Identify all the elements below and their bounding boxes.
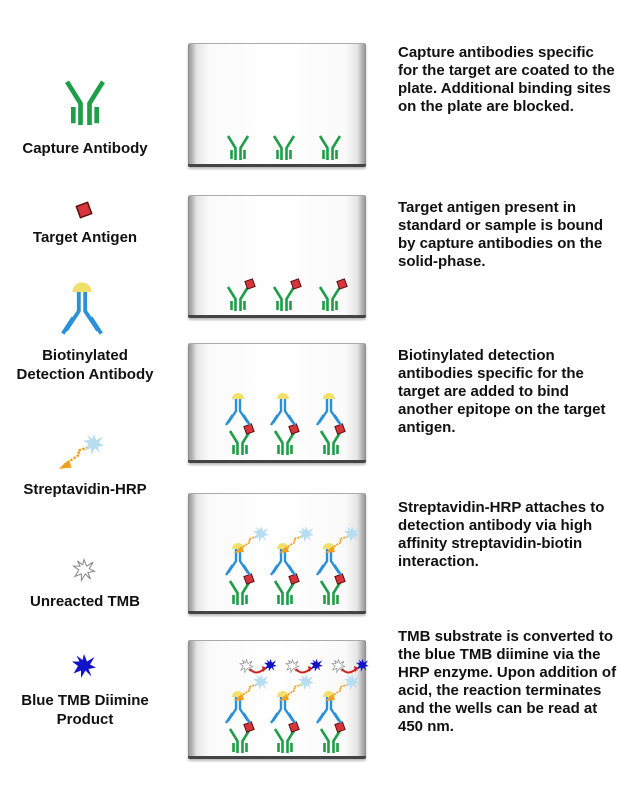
- label-streptavidin-hrp: Streptavidin-HRP: [23, 481, 147, 498]
- capture-antibody: [226, 134, 250, 162]
- label-capture-antibody: Capture Antibody: [22, 140, 148, 157]
- label-target-antigen: Target Antigen: [32, 229, 138, 246]
- streptavidin-hrp-icon: [59, 434, 104, 469]
- capture-antibody: [273, 429, 297, 457]
- detection-antibody: [315, 391, 343, 427]
- well-step-1: [188, 43, 366, 167]
- tmb-reaction: [240, 659, 277, 673]
- detection-antibody: [269, 391, 297, 427]
- streptavidin-hrp: [325, 526, 360, 553]
- well-step-3: [188, 343, 366, 463]
- capture-antibody: [272, 285, 296, 313]
- label-blue-tmb: Blue TMB Diimine Product: [21, 692, 149, 728]
- tmb-reaction: [332, 659, 369, 673]
- step-3-description: Biotinylated detection antibodies specif…: [398, 347, 606, 436]
- step-1-description: Capture antibodies specific for the targ…: [398, 44, 615, 115]
- streptavidin-hrp: [325, 674, 360, 701]
- capture-antibody: [318, 285, 342, 313]
- unreacted-tmb-icon: [72, 558, 96, 582]
- step-2-description: Target antigen present in standard or sa…: [398, 199, 604, 270]
- capture-antibody: [318, 134, 342, 162]
- capture-antibody: [226, 285, 250, 313]
- step-5-description: TMB substrate is converted to the blue T…: [398, 628, 617, 735]
- capture-antibody: [272, 134, 296, 162]
- capture-antibody-icon: [67, 82, 103, 125]
- capture-antibody: [228, 429, 252, 457]
- label-detection-antibody: Biotinylated Detection Antibody: [16, 347, 154, 383]
- well-step-2: [188, 195, 366, 318]
- well-step-4: [188, 493, 366, 614]
- capture-antibody: [319, 429, 343, 457]
- label-unreacted-tmb: Unreacted TMB: [29, 593, 141, 610]
- streptavidin-hrp: [234, 526, 269, 553]
- step-4-description: Streptavidin-HRP attaches to detection a…: [398, 499, 605, 570]
- tmb-reaction: [286, 659, 323, 673]
- blue-tmb-icon: [72, 654, 96, 678]
- streptavidin-hrp: [279, 526, 314, 553]
- well-step-5: [188, 640, 366, 759]
- detection-antibody: [224, 391, 252, 427]
- detection-antibody-icon: [60, 280, 104, 336]
- streptavidin-hrp: [279, 674, 314, 701]
- target-antigen-icon: [75, 201, 93, 219]
- streptavidin-hrp: [234, 674, 269, 701]
